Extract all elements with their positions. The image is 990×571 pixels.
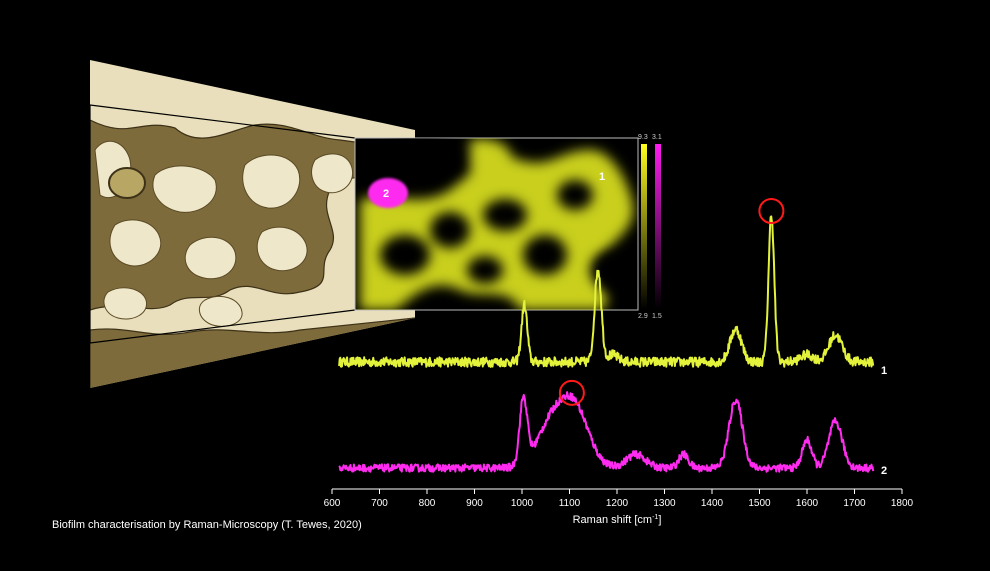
x-tick-label: 800: [419, 498, 436, 509]
map-point-1-label: 1: [599, 171, 605, 183]
x-tick-label: 1600: [796, 498, 819, 509]
figure-caption: Biofilm characterisation by Raman-Micros…: [52, 519, 362, 531]
yellow-scale-min: 2.9: [638, 313, 648, 320]
x-tick-label: 1000: [511, 498, 534, 509]
raman-spectra-chart: 12: [338, 198, 887, 477]
color-scales: 9.3 2.9 3.1 1.5: [638, 134, 662, 320]
x-tick-label: 700: [371, 498, 388, 509]
magenta-scale-min: 1.5: [652, 313, 662, 320]
yellow-scale-max: 9.3: [638, 134, 648, 141]
spectrum-line-2: [338, 391, 875, 473]
x-tick-label: 1700: [843, 498, 866, 509]
spectrum-line-1: [338, 215, 875, 368]
spectrum-label-1: 1: [881, 365, 887, 377]
x-tick-label: 1400: [701, 498, 724, 509]
micrograph-frame-top: [89, 104, 356, 139]
map-point-2-label: 2: [383, 188, 389, 200]
x-tick-label: 1800: [891, 498, 914, 509]
x-tick-label: 1200: [606, 498, 629, 509]
raman-map-magenta-spot: [368, 178, 408, 208]
raman-map-dark-regions: [380, 140, 630, 288]
spectrum-label-2: 2: [881, 465, 887, 477]
micrograph-frame-bottom: [89, 309, 356, 344]
x-tick-label: 600: [324, 498, 341, 509]
x-axis-label: Raman shift [cm-1]: [573, 514, 662, 526]
yellow-scale-bar: [641, 144, 647, 309]
x-tick-label: 1100: [559, 498, 581, 509]
magenta-scale-bar: [655, 144, 661, 309]
x-tick-label: 900: [466, 498, 483, 509]
peak-highlight-circle-2: [558, 379, 585, 406]
x-axis: 600 700 800 900 1000 1100 1200 1300 1400 1500 1600…: [324, 488, 914, 509]
peak-highlight-circle-1: [758, 198, 785, 224]
x-tick-label: 1300: [653, 498, 676, 509]
raman-map: 2 1: [354, 137, 639, 311]
magenta-scale-max: 3.1: [652, 134, 662, 141]
x-tick-label: 1500: [748, 498, 771, 509]
